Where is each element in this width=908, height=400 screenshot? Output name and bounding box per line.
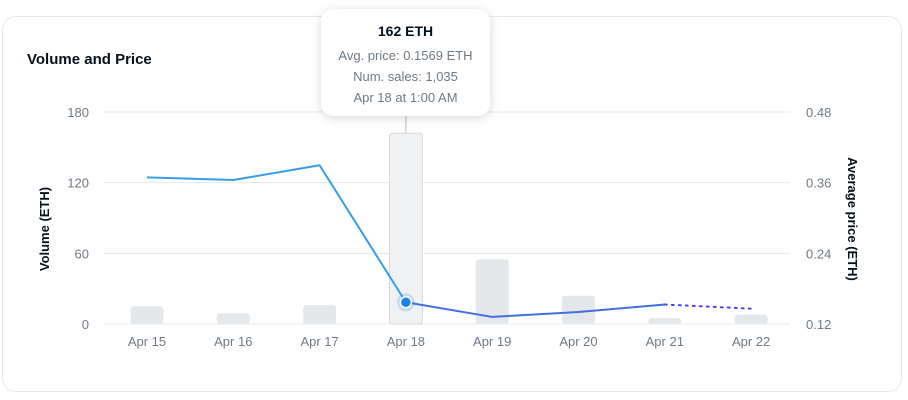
tooltip-date: Apr 18 at 1:00 AM — [353, 90, 458, 105]
volume-bar — [648, 318, 682, 324]
price-line-segment — [405, 301, 665, 318]
price-marker — [399, 296, 413, 309]
x-tick-label: Apr 21 — [646, 334, 684, 349]
y2-axis-title: Average price (ETH) — [845, 157, 860, 281]
volume-bar — [562, 295, 595, 324]
x-tick-label: Apr 16 — [214, 334, 252, 349]
y2-tick-label: 0.24 — [806, 246, 831, 261]
chart-tooltip: 162 ETH Avg. price: 0.1569 ETH Num. sale… — [321, 9, 490, 116]
price-line-projected — [663, 303, 753, 310]
volume-bar — [388, 132, 423, 325]
tooltip-title: 162 ETH — [377, 23, 434, 39]
y-tick-label: 60 — [75, 246, 89, 261]
chart-title: Volume and Price — [27, 51, 152, 68]
y2-tick-label: 0.36 — [806, 176, 831, 191]
x-tick-label: Apr 17 — [300, 334, 338, 349]
x-tick-label: Apr 15 — [128, 334, 166, 349]
y-tick-label: 180 — [67, 105, 89, 120]
tooltip-avg-price: Avg. price: 0.1569 ETH — [338, 48, 473, 63]
volume-bar — [303, 305, 337, 324]
x-tick-label: Apr 18 — [387, 334, 425, 349]
y2-tick-label: 0.12 — [806, 317, 831, 332]
x-tick-label: Apr 20 — [559, 334, 597, 349]
volume-bar — [734, 314, 768, 324]
y-tick-label: 120 — [67, 176, 89, 191]
y-axis-title: Volume (ETH) — [37, 187, 52, 271]
volume-bar — [130, 306, 164, 324]
price-line — [146, 164, 407, 303]
y2-tick-label: 0.48 — [806, 105, 831, 120]
x-tick-label: Apr 19 — [473, 334, 511, 349]
volume-bar — [475, 259, 509, 324]
y-tick-label: 0 — [82, 317, 89, 332]
volume-bar — [216, 313, 250, 324]
tooltip-num-sales: Num. sales: 1,035 — [353, 69, 458, 84]
x-tick-label: Apr 22 — [732, 334, 770, 349]
